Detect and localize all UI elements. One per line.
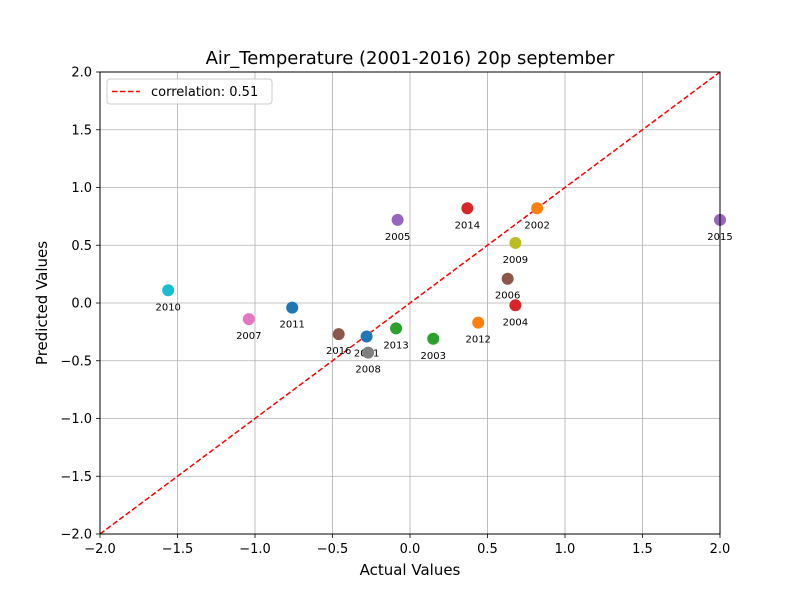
x-tick-label: 2.0 <box>710 542 731 557</box>
scatter-point <box>509 236 522 249</box>
x-tick-label: −2.0 <box>84 542 116 557</box>
x-tick-label: −1.5 <box>162 542 194 557</box>
points-group: 2001200220032004200520062007200820092010… <box>155 202 733 376</box>
point-label: 2003 <box>421 351 446 362</box>
point-label: 2005 <box>385 232 410 243</box>
y-tick-label: 0.5 <box>71 239 92 254</box>
x-tick-label: 0.0 <box>400 542 421 557</box>
legend-entry-correlation: correlation: 0.51 <box>151 85 258 100</box>
point-label: 2014 <box>455 220 480 231</box>
scatter-point <box>531 202 544 215</box>
y-tick-label: 2.0 <box>71 66 92 81</box>
scatter-point <box>391 213 404 226</box>
legend-box <box>106 78 273 105</box>
scatter-point <box>360 330 373 343</box>
y-tick-label: 1.0 <box>71 181 92 196</box>
y-tick-label: 1.5 <box>71 123 92 138</box>
y-tick-label: −2.0 <box>60 528 92 543</box>
scatter-point <box>509 299 522 312</box>
point-label: 2009 <box>503 255 528 266</box>
point-label: 2007 <box>236 331 261 342</box>
scatter-point <box>362 346 375 359</box>
x-tick-label: −0.5 <box>317 542 349 557</box>
point-label: 2006 <box>495 291 520 302</box>
point-label: 2016 <box>326 346 351 357</box>
x-tick-label: 1.5 <box>632 542 653 557</box>
scatter-point <box>472 316 485 329</box>
x-axis-label: Actual Values <box>360 561 461 579</box>
scatter-point <box>427 332 440 345</box>
x-tick-label: 1.0 <box>555 542 576 557</box>
point-label: 2012 <box>465 335 490 346</box>
x-tick-label: −1.0 <box>239 542 271 557</box>
y-axis-label: Predicted Values <box>33 241 51 365</box>
point-label: 2008 <box>355 365 380 376</box>
point-label: 2013 <box>383 340 408 351</box>
axis-ticks: −2.0 −1.5 −1.0 −0.5 0.0 0.5 1.0 1.5 2.0 −2.0 −1.5 −… <box>60 66 730 558</box>
point-label: 2002 <box>524 220 549 231</box>
scatter-point <box>286 301 299 314</box>
y-tick-label: −1.0 <box>60 412 92 427</box>
reference-line-group <box>100 72 720 534</box>
y-tick-label: 0.0 <box>71 297 92 312</box>
point-label: 2010 <box>155 302 180 313</box>
scatter-point <box>162 284 175 297</box>
scatter-point <box>461 202 474 215</box>
scatter-point <box>501 272 514 285</box>
scatter-point <box>332 328 345 341</box>
chart-title: Air_Temperature (2001-2016) 20p septembe… <box>206 48 615 69</box>
scatter-point <box>390 322 403 335</box>
x-tick-label: 0.5 <box>477 542 498 557</box>
reference-line <box>100 72 720 534</box>
point-label: 2011 <box>279 320 304 331</box>
y-tick-label: −1.5 <box>60 470 92 485</box>
point-label: 2004 <box>503 317 528 328</box>
y-tick-label: −0.5 <box>60 354 92 369</box>
legend: correlation: 0.51 <box>106 78 273 105</box>
scatter-point <box>242 313 255 326</box>
